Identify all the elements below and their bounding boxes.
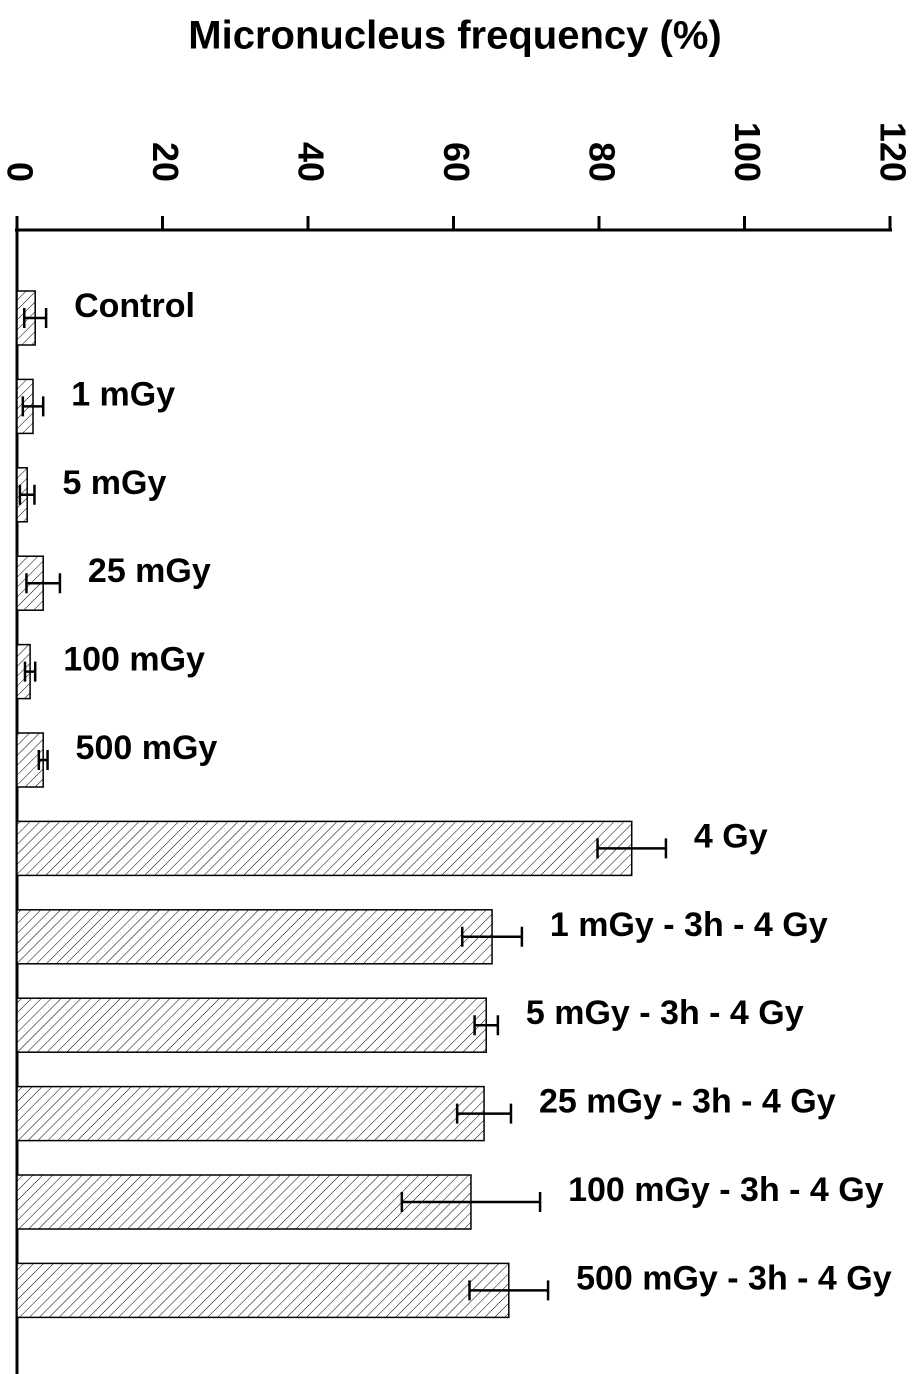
bar-label: 1 mGy: [71, 375, 175, 413]
bar-label: 100 mGy - 3h - 4 Gy: [568, 1171, 884, 1209]
x-tick-label: 120: [872, 122, 913, 182]
bar-label: 25 mGy: [88, 552, 211, 590]
error-bar: [400, 1192, 542, 1212]
chart-title: Micronucleus frequency (%): [188, 14, 721, 58]
bar: [16, 997, 487, 1053]
bar: [16, 820, 633, 877]
error-bar: [25, 573, 62, 594]
error-bar: [473, 1015, 500, 1036]
x-tick-label: 100: [727, 122, 768, 182]
error-bar: [596, 838, 668, 859]
bar-label: 5 mGy - 3h - 4 Gy: [526, 994, 804, 1032]
error-bar: [460, 926, 524, 947]
bar: [16, 909, 493, 965]
bar-label: 4 Gy: [694, 817, 768, 855]
error-bar: [23, 308, 48, 328]
bar-label: 25 mGy - 3h - 4 Gy: [539, 1083, 836, 1121]
bar-label: 100 mGy: [63, 641, 205, 679]
bar-label: 5 mGy: [62, 464, 166, 502]
error-bar: [18, 484, 36, 505]
bar: [16, 1174, 472, 1230]
error-bar: [23, 661, 37, 682]
error-bar: [21, 396, 45, 417]
error-bar: [37, 750, 49, 770]
x-tick-label: 60: [436, 142, 477, 182]
x-tick-label: 0: [0, 162, 40, 182]
error-bar: [468, 1280, 550, 1301]
x-tick-label: 20: [145, 142, 186, 182]
bar-label: 1 mGy - 3h - 4 Gy: [550, 906, 828, 944]
bar-label: 500 mGy: [76, 729, 218, 767]
bar: [16, 1262, 510, 1319]
bar-label: Control: [74, 287, 195, 325]
bar-label: 500 mGy - 3h - 4 Gy: [576, 1259, 892, 1297]
bar: [16, 1085, 485, 1142]
x-tick-label: 80: [581, 142, 622, 182]
bar: [16, 732, 44, 788]
error-bar: [455, 1103, 513, 1124]
x-tick-label: 40: [290, 142, 331, 182]
